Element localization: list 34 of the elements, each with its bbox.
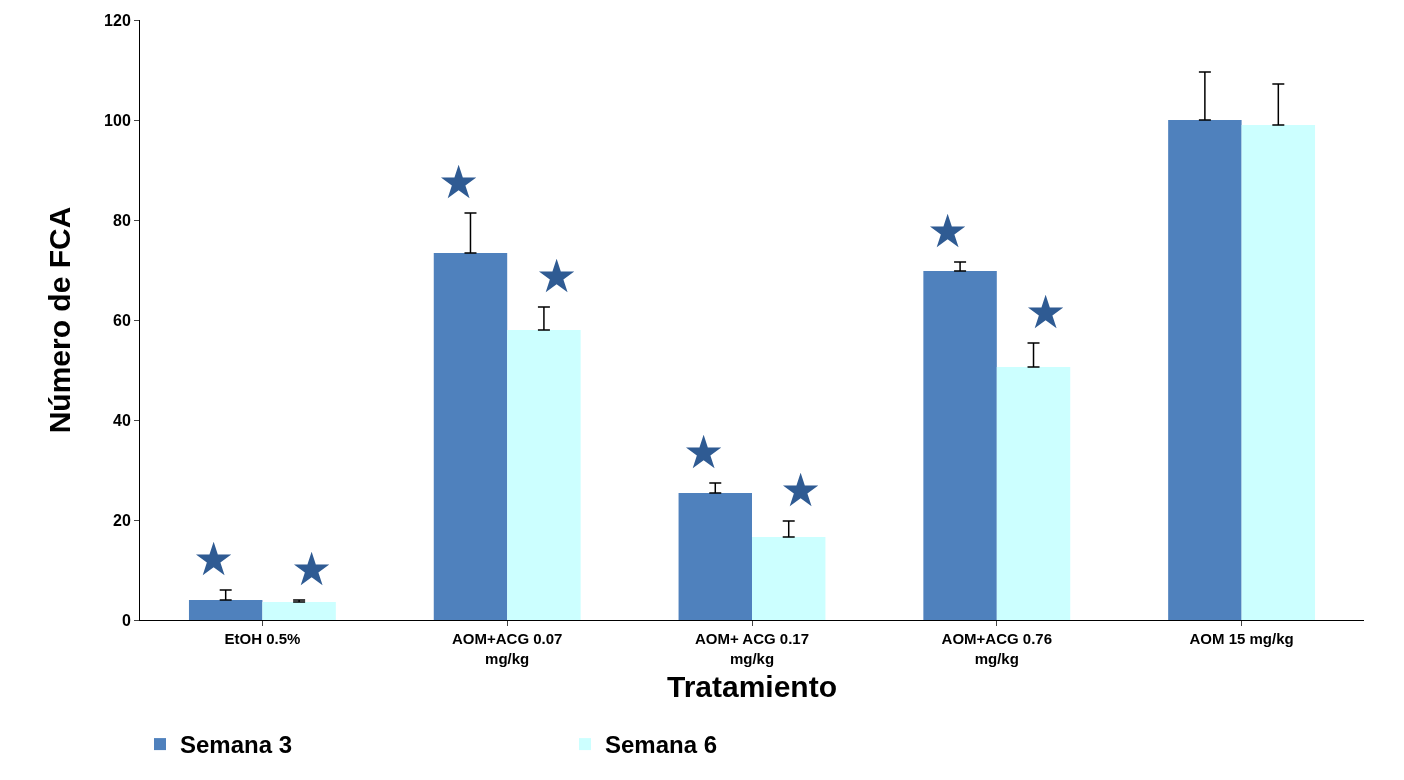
annotation: ★	[438, 155, 480, 209]
bar	[188, 600, 263, 620]
bar	[996, 367, 1071, 620]
x-tick-label: AOM+ACG 0.76 mg/kg	[941, 630, 1053, 667]
y-tick-label: 40	[113, 411, 131, 429]
y-tick-label: 100	[104, 111, 131, 129]
annotation: ★	[780, 463, 822, 517]
bar	[262, 602, 336, 620]
bar	[507, 330, 581, 620]
y-tick-label: 120	[104, 11, 131, 29]
bar	[1168, 120, 1242, 620]
annotation: ★	[683, 425, 725, 479]
bar	[923, 271, 997, 620]
annotation: ★	[291, 542, 333, 596]
y-axis-title: Número de FCA	[43, 206, 76, 434]
legend-label: Semana 3	[180, 731, 293, 759]
y-tick-label: 0	[121, 611, 131, 629]
bar	[678, 493, 752, 620]
bar	[752, 537, 826, 620]
x-tick-label: EtOH 0.5%	[224, 630, 301, 647]
x-axis-title: Tratamiento	[666, 670, 838, 703]
y-tick-label: 80	[113, 211, 131, 229]
annotation: ★	[927, 204, 969, 258]
x-tick-label: AOM 15 mg/kg	[1189, 630, 1294, 647]
legend-label: Semana 6	[605, 731, 718, 759]
x-tick-label: AOM+ACG 0.07 mg/kg	[451, 630, 563, 667]
annotation: ★	[536, 249, 578, 303]
bar	[1241, 125, 1316, 620]
annotation: ★	[193, 532, 235, 586]
annotation: ★	[1025, 285, 1067, 339]
y-tick-label: 20	[113, 511, 131, 529]
x-tick-label: AOM+ ACG 0.17 mg/kg	[694, 630, 810, 667]
y-tick-label: 60	[113, 311, 131, 329]
bar	[433, 253, 508, 620]
